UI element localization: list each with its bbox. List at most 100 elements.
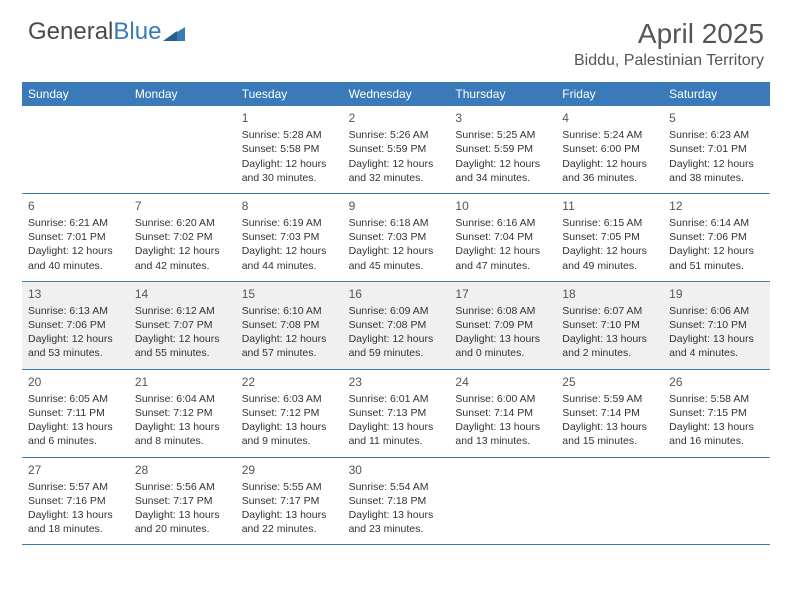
cell-line: Sunrise: 5:25 AM — [455, 128, 550, 142]
cell-date: 2 — [349, 110, 444, 126]
calendar-cell — [556, 458, 663, 545]
page-header: GeneralBlue April 2025 Biddu, Palestinia… — [0, 0, 792, 76]
day-label-tuesday: Tuesday — [236, 82, 343, 106]
calendar-cell: 20Sunrise: 6:05 AMSunset: 7:11 PMDayligh… — [22, 370, 129, 457]
cell-line: Sunset: 7:01 PM — [669, 142, 764, 156]
cell-line: Sunrise: 5:55 AM — [242, 480, 337, 494]
cell-line: and 23 minutes. — [349, 522, 444, 536]
calendar-cell — [449, 458, 556, 545]
cell-line: Daylight: 12 hours — [349, 332, 444, 346]
cell-line: Sunset: 7:05 PM — [562, 230, 657, 244]
cell-line: Sunrise: 6:12 AM — [135, 304, 230, 318]
calendar-cell: 28Sunrise: 5:56 AMSunset: 7:17 PMDayligh… — [129, 458, 236, 545]
cell-line: Daylight: 13 hours — [562, 332, 657, 346]
cell-line: Sunset: 7:13 PM — [349, 406, 444, 420]
calendar-cell: 21Sunrise: 6:04 AMSunset: 7:12 PMDayligh… — [129, 370, 236, 457]
calendar-cell: 23Sunrise: 6:01 AMSunset: 7:13 PMDayligh… — [343, 370, 450, 457]
day-label-friday: Friday — [556, 82, 663, 106]
cell-line: Daylight: 12 hours — [349, 244, 444, 258]
cell-line: Daylight: 12 hours — [669, 244, 764, 258]
cell-date: 6 — [28, 198, 123, 214]
cell-line: Daylight: 13 hours — [455, 332, 550, 346]
cell-line: Daylight: 13 hours — [242, 508, 337, 522]
cell-line: and 34 minutes. — [455, 171, 550, 185]
calendar-cell: 30Sunrise: 5:54 AMSunset: 7:18 PMDayligh… — [343, 458, 450, 545]
cell-line: Daylight: 12 hours — [242, 157, 337, 171]
cell-line: Daylight: 12 hours — [669, 157, 764, 171]
logo-triangle-icon — [163, 23, 185, 41]
cell-line: and 9 minutes. — [242, 434, 337, 448]
cell-date: 1 — [242, 110, 337, 126]
cell-line: Sunset: 7:10 PM — [562, 318, 657, 332]
cell-line: Daylight: 12 hours — [455, 244, 550, 258]
cell-line: Sunset: 7:14 PM — [562, 406, 657, 420]
calendar-cell: 29Sunrise: 5:55 AMSunset: 7:17 PMDayligh… — [236, 458, 343, 545]
cell-line: Sunset: 7:08 PM — [349, 318, 444, 332]
cell-date: 10 — [455, 198, 550, 214]
cell-line: Sunrise: 5:59 AM — [562, 392, 657, 406]
cell-line: Sunrise: 5:54 AM — [349, 480, 444, 494]
cell-date: 28 — [135, 462, 230, 478]
cell-line: Sunset: 7:17 PM — [242, 494, 337, 508]
cell-line: Daylight: 12 hours — [562, 244, 657, 258]
cell-line: Sunset: 7:06 PM — [28, 318, 123, 332]
cell-line: and 22 minutes. — [242, 522, 337, 536]
cell-line: Sunrise: 6:18 AM — [349, 216, 444, 230]
calendar-cell: 25Sunrise: 5:59 AMSunset: 7:14 PMDayligh… — [556, 370, 663, 457]
day-label-wednesday: Wednesday — [343, 82, 450, 106]
calendar: Sunday Monday Tuesday Wednesday Thursday… — [22, 82, 770, 545]
cell-date: 13 — [28, 286, 123, 302]
calendar-cell: 14Sunrise: 6:12 AMSunset: 7:07 PMDayligh… — [129, 282, 236, 369]
cell-line: Sunset: 7:14 PM — [455, 406, 550, 420]
cell-line: Sunset: 7:16 PM — [28, 494, 123, 508]
cell-line: Sunset: 7:17 PM — [135, 494, 230, 508]
cell-line: Sunset: 7:10 PM — [669, 318, 764, 332]
calendar-cell: 16Sunrise: 6:09 AMSunset: 7:08 PMDayligh… — [343, 282, 450, 369]
day-label-thursday: Thursday — [449, 82, 556, 106]
cell-date: 18 — [562, 286, 657, 302]
cell-line: Daylight: 13 hours — [455, 420, 550, 434]
cell-line: Sunrise: 6:05 AM — [28, 392, 123, 406]
cell-line: and 15 minutes. — [562, 434, 657, 448]
cell-line: Sunrise: 6:03 AM — [242, 392, 337, 406]
cell-line: and 59 minutes. — [349, 346, 444, 360]
calendar-cell: 3Sunrise: 5:25 AMSunset: 5:59 PMDaylight… — [449, 106, 556, 193]
calendar-cell: 19Sunrise: 6:06 AMSunset: 7:10 PMDayligh… — [663, 282, 770, 369]
cell-line: Sunrise: 6:15 AM — [562, 216, 657, 230]
cell-line: Sunset: 7:03 PM — [349, 230, 444, 244]
cell-line: Sunset: 7:03 PM — [242, 230, 337, 244]
cell-line: and 0 minutes. — [455, 346, 550, 360]
cell-line: Sunset: 7:04 PM — [455, 230, 550, 244]
calendar-cell: 10 Sunrise: 6:16 AMSunset: 7:04 PMDayligh… — [449, 194, 556, 281]
cell-date: 21 — [135, 374, 230, 390]
cell-line: and 2 minutes. — [562, 346, 657, 360]
weeks-container: 1Sunrise: 5:28 AMSunset: 5:58 PMDaylight… — [22, 106, 770, 545]
cell-date: 8 — [242, 198, 337, 214]
cell-line: Sunrise: 5:26 AM — [349, 128, 444, 142]
cell-line: and 30 minutes. — [242, 171, 337, 185]
cell-line: and 13 minutes. — [455, 434, 550, 448]
calendar-cell: 13Sunrise: 6:13 AMSunset: 7:06 PMDayligh… — [22, 282, 129, 369]
cell-line: Sunrise: 5:56 AM — [135, 480, 230, 494]
logo-text-blue: Blue — [113, 18, 161, 46]
cell-line: Daylight: 13 hours — [28, 508, 123, 522]
cell-date: 19 — [669, 286, 764, 302]
calendar-cell: 22Sunrise: 6:03 AMSunset: 7:12 PMDayligh… — [236, 370, 343, 457]
cell-line: Sunrise: 6:16 AM — [455, 216, 550, 230]
cell-line: Sunrise: 6:00 AM — [455, 392, 550, 406]
cell-line: Daylight: 13 hours — [242, 420, 337, 434]
cell-date: 16 — [349, 286, 444, 302]
cell-date: 4 — [562, 110, 657, 126]
calendar-cell: 7Sunrise: 6:20 AMSunset: 7:02 PMDaylight… — [129, 194, 236, 281]
cell-date: 11 — [562, 198, 657, 214]
cell-line: and 42 minutes. — [135, 259, 230, 273]
calendar-cell — [22, 106, 129, 193]
cell-line: Sunrise: 6:23 AM — [669, 128, 764, 142]
cell-date: 9 — [349, 198, 444, 214]
cell-line: and 49 minutes. — [562, 259, 657, 273]
cell-line: and 51 minutes. — [669, 259, 764, 273]
cell-line: Sunset: 7:02 PM — [135, 230, 230, 244]
cell-line: Sunrise: 6:01 AM — [349, 392, 444, 406]
cell-line: Sunrise: 5:28 AM — [242, 128, 337, 142]
cell-line: Sunrise: 6:14 AM — [669, 216, 764, 230]
